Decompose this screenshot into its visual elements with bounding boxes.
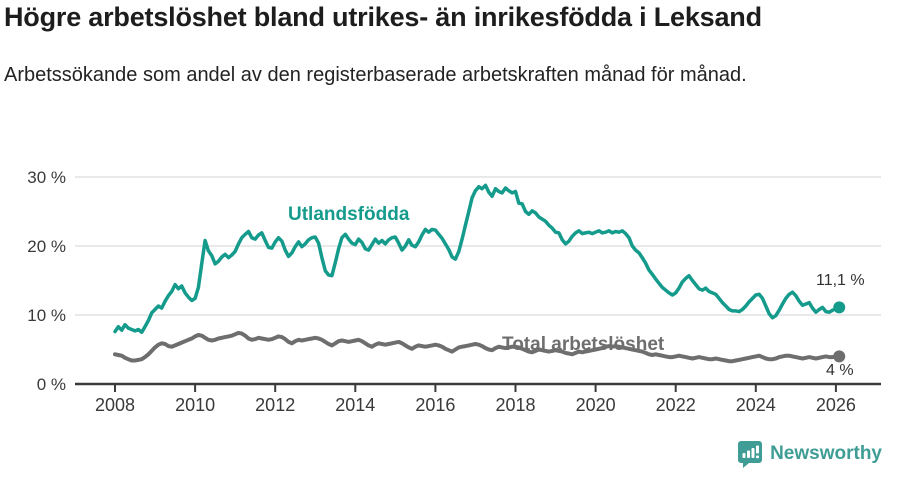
utlandsfodda-line xyxy=(113,183,841,335)
x-tick-label: 2020 xyxy=(576,395,616,415)
series-label-total: Total arbetslöshet xyxy=(502,334,665,355)
newsworthy-brand-text: Newsworthy xyxy=(770,443,882,464)
newsworthy-branding[interactable]: Newsworthy xyxy=(737,440,882,468)
y-tick-label: 20 % xyxy=(27,237,66,256)
x-tick-label: 2022 xyxy=(656,395,696,415)
x-tick-label: 2012 xyxy=(255,395,295,415)
total-end-dot xyxy=(833,350,846,363)
y-tick-label: 0 % xyxy=(37,375,66,394)
y-tick-label: 30 % xyxy=(27,168,66,187)
series-label-utlandsfodda: Utlandsfödda xyxy=(288,204,410,225)
x-tick-label: 2014 xyxy=(335,395,375,415)
x-tick-label: 2018 xyxy=(495,395,535,415)
chart-subtitle: Arbetssökande som andel av den registerb… xyxy=(4,64,747,86)
x-tick-label: 2016 xyxy=(415,395,455,415)
x-tick-label: 2026 xyxy=(816,395,856,415)
end-value-utlandsfodda: 11,1 % xyxy=(816,272,865,289)
x-tick-label: 2008 xyxy=(95,395,135,415)
newsworthy-logo-icon xyxy=(738,441,763,468)
x-tick-label: 2024 xyxy=(736,395,776,415)
page-title: Högre arbetslöshet bland utrikes- än inr… xyxy=(4,2,762,32)
y-tick-label: 10 % xyxy=(27,306,66,325)
end-value-total: 4 % xyxy=(826,362,854,379)
total-line xyxy=(113,330,842,364)
utlandsfodda-end-dot xyxy=(833,301,846,314)
x-tick-label: 2010 xyxy=(175,395,215,415)
